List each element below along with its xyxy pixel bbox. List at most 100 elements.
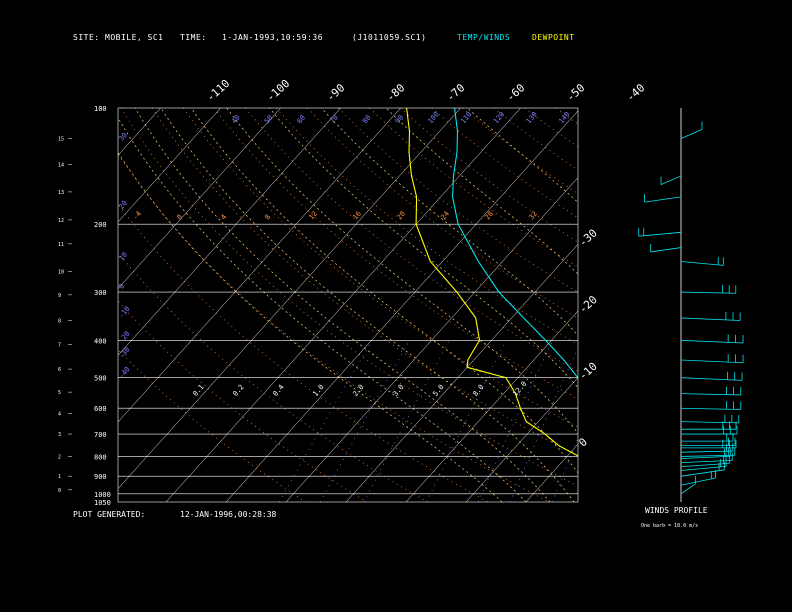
wind-shaft <box>680 377 743 381</box>
pressure-tick-label: 700 <box>94 431 107 439</box>
height-tick-label: 11 <box>58 242 64 248</box>
mixing-ratio-line <box>278 340 373 502</box>
dry-adiabat <box>431 108 578 219</box>
isotherm-line <box>0 108 101 502</box>
wind-shaft <box>680 455 731 459</box>
wind-shaft <box>660 175 682 185</box>
height-tick-label: 1 <box>58 474 61 480</box>
mixing-ratio-label: 3.0 <box>391 383 405 398</box>
wind-shaft <box>680 291 736 294</box>
dewpoint-profile <box>406 108 578 457</box>
wind-shaft <box>650 247 682 253</box>
moist-adiabat-label: -4 <box>131 210 143 222</box>
dry-adiabat-label-left: -10 <box>117 305 131 320</box>
dry-adiabat-label-left: -30 <box>117 346 131 361</box>
file-id: (J1011059.SC1) <box>352 33 427 42</box>
moist-adiabat <box>321 108 578 336</box>
wind-shaft <box>680 393 741 396</box>
isotherm-label-top: -90 <box>324 81 347 104</box>
mixing-ratio-label: 0.1 <box>191 383 205 398</box>
moist-adiabat-label: 24 <box>439 210 451 222</box>
dry-adiabat <box>338 108 578 293</box>
wind-shaft <box>680 359 744 364</box>
isotherm-line <box>766 108 792 502</box>
dry-adiabat <box>618 108 792 502</box>
pressure-tick-label: 1000 <box>94 491 111 499</box>
height-tick-label: 2 <box>58 454 61 460</box>
height-tick-label: 5 <box>58 390 61 396</box>
legend-dewpoint: DEWPOINT <box>532 33 575 42</box>
wind-shaft <box>680 477 716 486</box>
plot-frame <box>117 107 579 503</box>
wind-shaft <box>680 469 725 477</box>
isotherm-label-top: -70 <box>444 81 467 104</box>
footer-bar: PLOT GENERATED: 12-JAN-1996,00:28:38 WIN… <box>0 505 792 535</box>
isotherm-label-right: 0 <box>576 435 590 449</box>
dry-adiabat-label-left: 0 <box>117 282 126 290</box>
isotherm-line <box>118 108 281 290</box>
dry-adiabat-label-top: 70 <box>328 114 340 126</box>
isotherm-line <box>165 108 521 502</box>
dry-adiabat-label-top: 140 <box>557 110 571 125</box>
height-tick-label: 8 <box>58 318 61 324</box>
winds-profile-label: WINDS PROFILE <box>645 506 708 515</box>
moist-adiabat-label: 20 <box>395 210 407 222</box>
pressure-tick-label: 400 <box>94 337 107 345</box>
isotherm-label-right: -10 <box>576 360 599 383</box>
isotherm-line <box>118 108 461 490</box>
height-tick-label: 7 <box>58 342 61 348</box>
isotherm-line <box>118 108 401 423</box>
moist-adiabat <box>118 117 527 502</box>
pressure-tick-label: 1050 <box>94 499 111 507</box>
dry-adiabat-label-top: 110 <box>459 110 473 125</box>
height-tick-label: 14 <box>58 162 64 168</box>
wind-shaft <box>680 465 727 471</box>
dry-adiabat <box>307 108 578 319</box>
wind-shaft <box>680 454 735 457</box>
background-lines <box>0 108 792 502</box>
isotherm-label-right: -30 <box>576 226 599 249</box>
isotherm-line <box>405 310 578 502</box>
mixing-ratio-line <box>552 437 578 502</box>
wind-shaft <box>680 462 730 467</box>
wind-shaft <box>680 483 696 495</box>
dry-adiabat-label-left: 30 <box>117 131 129 143</box>
dry-adiabat <box>118 349 306 502</box>
isotherm-label-right: -20 <box>576 293 599 316</box>
pressure-tick-label: 100 <box>94 105 107 113</box>
mixing-ratio-label: 0.4 <box>271 383 285 398</box>
height-tick-label: 3 <box>58 432 61 438</box>
isotherm-label-top: -40 <box>624 81 647 104</box>
wind-shaft <box>680 129 703 139</box>
moist-adiabat-label: 16 <box>351 210 363 222</box>
moist-adiabat-label: 8 <box>263 213 272 221</box>
height-tick-label: 10 <box>58 269 64 275</box>
pressure-tick-label: 300 <box>94 289 107 297</box>
isotherm-line <box>118 108 341 356</box>
dry-adiabat <box>120 108 578 487</box>
dry-adiabat-label-left: 20 <box>117 199 129 211</box>
dry-adiabat-label-top: 100 <box>427 110 441 125</box>
mixing-ratio-label: 8.0 <box>471 383 485 398</box>
isobars <box>118 223 578 495</box>
dry-adiabat <box>245 108 578 372</box>
isotherm-line <box>525 443 578 502</box>
sounding-profiles <box>406 108 578 457</box>
dry-adiabat <box>493 108 578 171</box>
isotherm-line <box>646 108 792 502</box>
dry-adiabat-label-top: 60 <box>296 114 308 126</box>
mixing-ratio-label: 5.0 <box>431 383 445 398</box>
isotherm-line <box>285 177 578 502</box>
isotherm-label-top: -110 <box>204 77 232 104</box>
isotherm-line <box>118 108 161 156</box>
isotherm-line <box>118 108 221 223</box>
legend-temp-winds: TEMP/WINDS <box>457 33 511 42</box>
dry-adiabat-label-top: 130 <box>525 110 539 125</box>
pressure-tick-label: 800 <box>94 453 107 461</box>
dry-adiabat-label-top: 50 <box>263 114 275 126</box>
dry-adiabat <box>213 108 578 400</box>
dry-adiabat-label-left: -40 <box>117 365 131 380</box>
wind-shaft <box>680 421 739 424</box>
height-tick-label: 6 <box>58 367 61 373</box>
